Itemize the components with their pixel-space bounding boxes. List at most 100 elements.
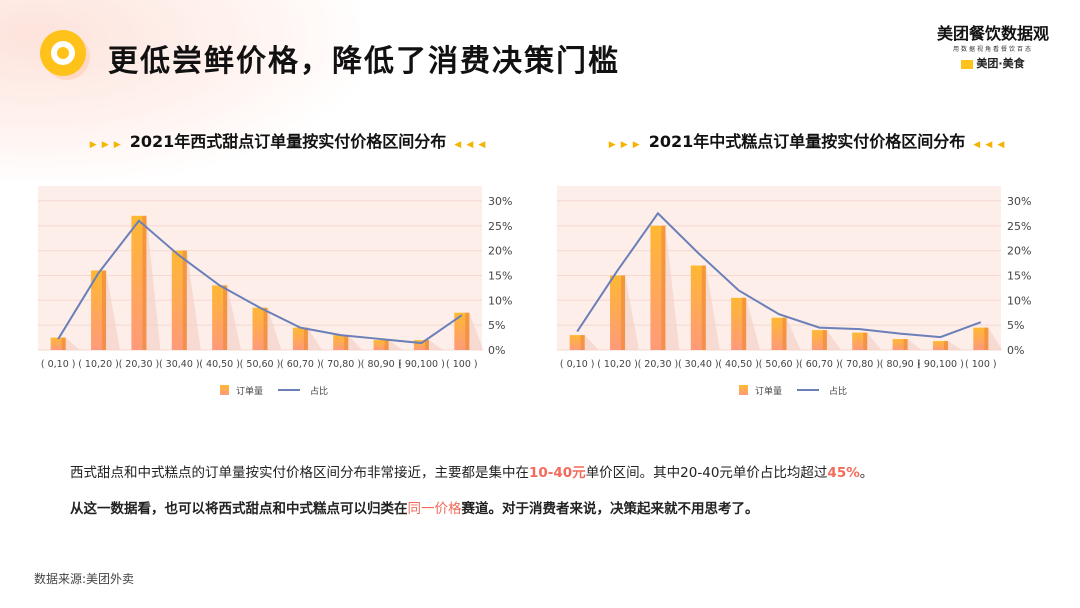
logo: 美团餐饮数据观 用数据视角看餐饮百态 美团·美食 [928, 20, 1058, 71]
bar-side [465, 312, 470, 350]
chart-title-1: ▶ ▶ ▶ 2021年西式甜点订单量按实付价格区间分布 ◀ ◀ ◀ [48, 128, 528, 152]
chart-title-text: 2021年中式糕点订单量按实付价格区间分布 [648, 132, 966, 151]
legend-label-bar: 订单量 [236, 385, 263, 397]
y-tick-label: 0% [488, 344, 505, 357]
text: 西式甜点和中式糕点的订单量按实付价格区间分布非常接近，主要都是集中在 [70, 465, 529, 481]
meituan-icon [961, 59, 974, 69]
bar-shadow [348, 335, 363, 350]
bar-shadow [65, 337, 80, 350]
bar-shadow [786, 317, 801, 350]
bar-shadow [469, 312, 484, 350]
bar-shadow [705, 265, 720, 350]
x-tick-label: ( 90,100 ) [917, 359, 964, 370]
y-tick-label: 0% [1007, 344, 1024, 357]
bar-shadow [746, 297, 761, 350]
bar-side [580, 335, 585, 350]
bar-side [701, 265, 706, 350]
highlight: 同一价格 [407, 501, 462, 517]
bar-side [61, 337, 66, 350]
bar-side [661, 225, 666, 350]
y-tick-label: 25% [1007, 220, 1031, 233]
x-tick-label: ( 50,60 ) [759, 359, 800, 370]
x-tick-label: ( 10,20 ) [597, 359, 638, 370]
bar-side [102, 270, 107, 350]
bar [892, 339, 908, 350]
bar-side [263, 307, 268, 350]
y-tick-label: 20% [1007, 245, 1031, 258]
location-pin-icon [40, 30, 86, 76]
bar-side [742, 297, 747, 350]
x-tick-label: ( 50,60 ) [240, 359, 281, 370]
x-tick-label: ( 100 ) [965, 359, 997, 370]
bar-side [822, 330, 827, 350]
logo-brand-text: 美团·美食 [976, 57, 1025, 70]
legend-bar-swatch [220, 385, 229, 395]
x-tick-label: ( 10,20 ) [78, 359, 119, 370]
bar-side [384, 340, 389, 350]
legend-label-line: 占比 [829, 385, 847, 397]
bar-shadow [267, 307, 282, 350]
text: 。 [859, 465, 874, 481]
summary-paragraph-2: 从这一数据看，也可以将西式甜点和中式糕点可以归类在同一价格赛道。对于消费者来说，… [70, 497, 1030, 517]
x-tick-label: ( 70,80 ) [839, 359, 880, 370]
bar-shadow [186, 250, 201, 350]
x-tick-label: ( 60,70 ) [799, 359, 840, 370]
y-tick-label: 25% [488, 220, 512, 233]
y-tick-label: 15% [1007, 269, 1031, 282]
logo-title: 美团餐饮数据观 [936, 24, 1049, 43]
y-tick-label: 5% [1007, 319, 1024, 332]
chart-title-2: ▶ ▶ ▶ 2021年中式糕点订单量按实付价格区间分布 ◀ ◀ ◀ [567, 128, 1047, 152]
bar-shadow [227, 285, 242, 350]
line-series [576, 211, 982, 339]
x-tick-label: ( 40,50 ) [199, 359, 240, 370]
highlight: 45% [827, 465, 860, 481]
x-tick-label: ( 30,40 ) [159, 359, 200, 370]
bar-side [142, 215, 147, 350]
bar-shadow [584, 335, 599, 350]
line-series [57, 219, 463, 345]
x-tick-label: ( 40,50 ) [718, 359, 759, 370]
highlight: 10-40元 [529, 465, 586, 481]
y-tick-label: 10% [1007, 294, 1031, 307]
x-tick-label: ( 30,40 ) [678, 359, 719, 370]
bar-side [621, 275, 626, 350]
arrow-left-icon: ◀ ◀ ◀ [973, 140, 1006, 150]
bar-shadow [947, 341, 962, 350]
text: 从这一数据看，也可以将西式甜点和中式糕点可以归类在 [70, 501, 408, 517]
x-tick-label: ( 80,90 ) [880, 359, 921, 370]
x-tick-label: ( 80,90 ) [361, 359, 402, 370]
bar-shadow [106, 270, 121, 350]
bar [373, 340, 389, 350]
bar-shadow [867, 332, 882, 350]
bar-shadow [988, 327, 1003, 350]
data-source: 数据来源:美团外卖 [34, 572, 135, 586]
bar-side [903, 339, 908, 350]
bar-shadow [625, 275, 640, 350]
text: 赛道。对于消费者来说，决策起来就不用思考了。 [461, 501, 759, 517]
x-tick-label: ( 20,30 ) [638, 359, 679, 370]
arrow-left-icon: ◀ ◀ ◀ [454, 140, 487, 150]
bar-shadow [307, 327, 322, 350]
bar-side [303, 327, 308, 350]
bar-side [424, 340, 429, 350]
legend-bar-swatch [739, 385, 748, 395]
x-tick-label: ( 60,70 ) [280, 359, 321, 370]
page-title: 更低尝鲜价格，降低了消费决策门槛 [108, 44, 620, 79]
y-tick-label: 15% [488, 269, 512, 282]
bar-side [782, 317, 787, 350]
bar-side [984, 327, 989, 350]
bar-side [223, 285, 228, 350]
logo-brand: 美团·美食 [928, 55, 1058, 71]
chart-western-desserts: 0% 5% 10% 15% 20% 25% 30% ( 0,10 )( 10,20 )( 20… [38, 186, 512, 397]
y-tick-label: 20% [488, 245, 512, 258]
bar [413, 340, 429, 350]
y-tick-label: 30% [1007, 195, 1031, 208]
x-tick-label: ( 90,100 ) [398, 359, 445, 370]
y-tick-label: 30% [488, 195, 512, 208]
y-tick-label: 10% [488, 294, 512, 307]
x-tick-label: ( 0,10 ) [41, 359, 76, 370]
arrow-right-icon: ▶ ▶ ▶ [89, 140, 122, 150]
text: 单价区间。其中20-40元单价占比均超过 [585, 465, 828, 481]
summary-paragraph-1: 西式甜点和中式糕点的订单量按实付价格区间分布非常接近，主要都是集中在10-40元… [70, 461, 1030, 481]
legend-label-bar: 订单量 [755, 385, 782, 397]
